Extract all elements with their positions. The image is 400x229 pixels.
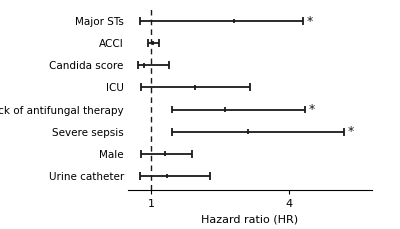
Text: *: * (306, 15, 312, 28)
Text: *: * (308, 103, 315, 116)
Text: *: * (348, 125, 354, 138)
X-axis label: Hazard ratio (HR): Hazard ratio (HR) (202, 215, 298, 225)
